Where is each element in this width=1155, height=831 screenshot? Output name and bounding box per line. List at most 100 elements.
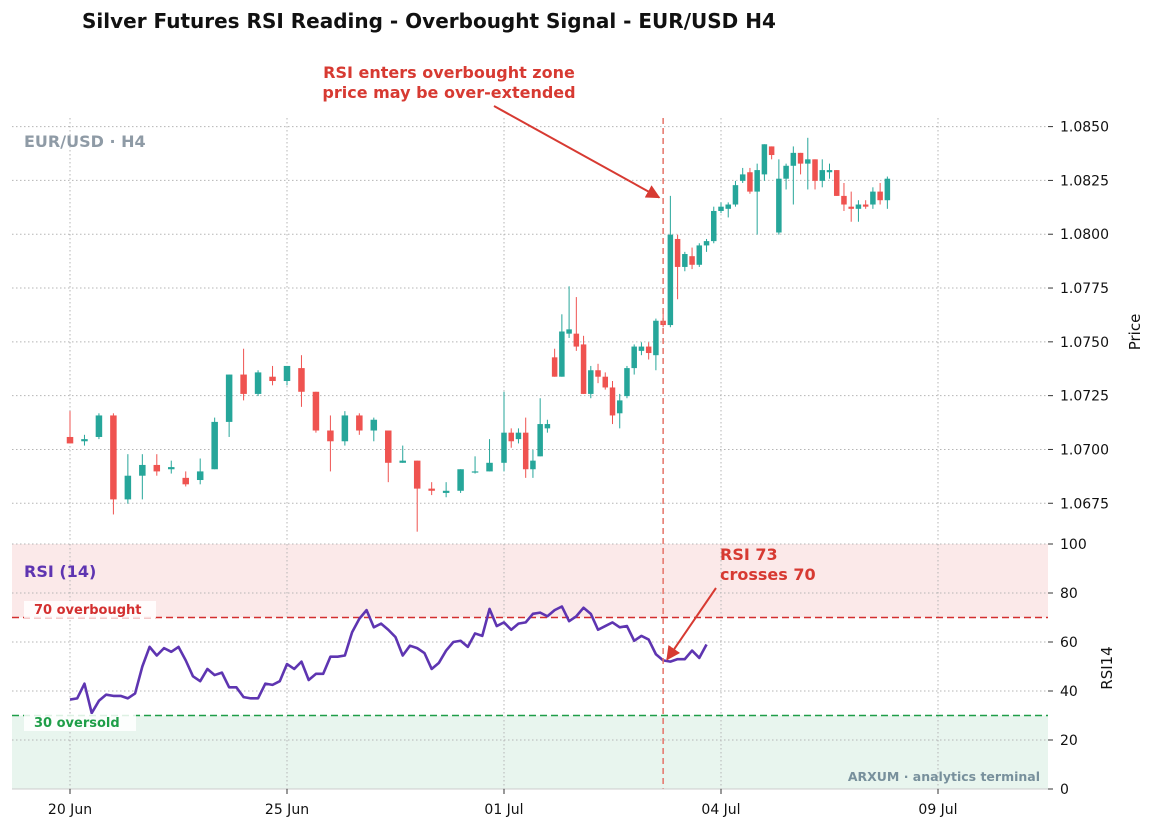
price-tick-label: 1.0750 [1060, 335, 1109, 351]
candle-body [124, 475, 132, 500]
candle-down [327, 415, 334, 472]
candle-up [254, 370, 262, 397]
x-tick-label: 04 Jul [701, 802, 740, 818]
candle-down [385, 430, 392, 483]
candle-down [428, 482, 435, 496]
candle-body [725, 204, 731, 209]
candle-down [877, 182, 883, 205]
candle-body [341, 415, 349, 442]
candle-body [595, 370, 601, 377]
price-tick-label: 1.0775 [1060, 281, 1109, 297]
symbol-watermark: EUR/USD · H4 [24, 132, 146, 151]
candle-down [768, 146, 775, 160]
candle-body [805, 159, 811, 164]
candle-up [588, 365, 594, 399]
overbought-label: 70 overbought [34, 603, 142, 618]
rsi-tick-label: 0 [1060, 782, 1069, 798]
candle-up [732, 180, 739, 207]
price-panel-background [12, 118, 1048, 542]
candle-up [790, 146, 797, 205]
branding-watermark: ARXUM · analytics terminal [848, 769, 1040, 784]
rsi-axis-ticks: 0 20 40 60 80 100 [1048, 537, 1087, 798]
candle-up [370, 417, 378, 442]
candle-body [442, 490, 450, 493]
price-tick-label: 1.0700 [1060, 442, 1109, 458]
candle-body [544, 424, 551, 429]
candle-body [240, 374, 247, 394]
candle-body [653, 320, 659, 356]
candle-up [754, 163, 760, 235]
candle-body [110, 415, 117, 500]
candle-up [566, 286, 572, 338]
candle-body [182, 477, 189, 485]
candle-body [269, 376, 276, 382]
candle-up [638, 342, 645, 356]
candle-down [747, 167, 753, 194]
candle-down [848, 191, 854, 222]
candle-body [81, 439, 88, 442]
price-axis-label: Price [1126, 314, 1144, 351]
candle-down [508, 428, 514, 448]
candle-down [269, 365, 276, 386]
x-tick-label: 25 Jun [265, 802, 309, 818]
oversold-zone [12, 715, 1048, 789]
rsi-annotation-arrow [666, 587, 717, 661]
candle-up [855, 200, 862, 222]
candle-up [399, 445, 406, 463]
candle-body [833, 170, 840, 196]
candle-body [790, 152, 797, 166]
candle-up [624, 365, 630, 399]
candle-down [551, 348, 558, 377]
candle-body [776, 178, 782, 233]
price-annotation-arrow [493, 105, 661, 199]
candle-body [609, 387, 616, 416]
rsi-annotation-line1: RSI 73 [720, 545, 778, 564]
candle-up [457, 469, 464, 493]
candle-up [884, 176, 891, 209]
candle-up [225, 374, 233, 437]
candle-body [826, 170, 833, 173]
candle-down [413, 460, 421, 532]
candle-up [761, 144, 768, 181]
candle-down [797, 152, 804, 175]
candle-down [66, 411, 74, 444]
candle-down [595, 363, 601, 384]
candle-up [559, 314, 565, 377]
candle-body [413, 460, 421, 489]
overbought-zone [12, 544, 1048, 618]
candle-down [312, 391, 320, 433]
candle-body [638, 346, 645, 351]
candle-body [486, 462, 493, 472]
candle-body [855, 204, 862, 209]
x-tick-label: 09 Jul [918, 802, 957, 818]
chart-title: Silver Futures RSI Reading - Overbought … [82, 9, 776, 33]
candle-up [783, 163, 789, 190]
candle-up [682, 251, 688, 272]
price-gridlines [12, 118, 1048, 542]
candle-up [442, 482, 450, 498]
candle-body [877, 191, 883, 201]
candle-body [211, 421, 218, 470]
candle-body [139, 464, 146, 476]
rsi-line [69, 605, 708, 715]
candle-body [580, 344, 587, 394]
candle-up [696, 243, 703, 267]
candle-body [682, 254, 688, 267]
candle-body [631, 346, 637, 369]
rsi-tick-label: 40 [1060, 684, 1078, 700]
candle-body [370, 419, 378, 431]
candle-body [225, 374, 233, 422]
candle-body [783, 165, 789, 179]
rsi-tick-label: 60 [1060, 635, 1078, 651]
rsi-axis-label: RSI14 [1098, 646, 1116, 689]
candle-body [428, 488, 435, 491]
candle-down [602, 372, 609, 390]
x-tick-label: 01 Jul [484, 802, 523, 818]
candle-down [110, 413, 117, 515]
candle-body [66, 436, 74, 444]
candle-body [537, 424, 543, 457]
price-tick-label: 1.0725 [1060, 389, 1109, 405]
candle-down [580, 335, 587, 394]
candle-up [501, 391, 507, 472]
candle-up [703, 238, 710, 252]
